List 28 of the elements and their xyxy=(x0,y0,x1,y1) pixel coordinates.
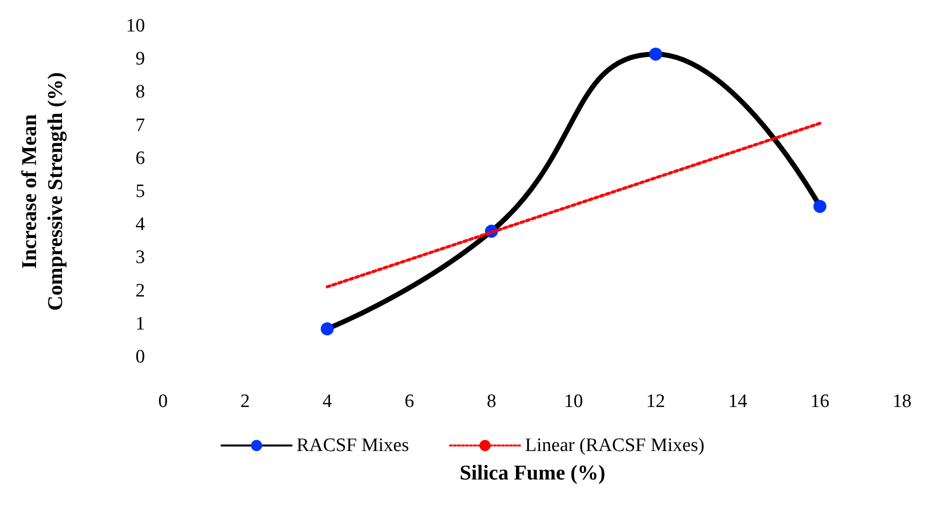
y-tick-label: 10 xyxy=(126,16,145,36)
y-tick-label: 6 xyxy=(136,148,145,169)
legend-label: RACSF Mixes xyxy=(296,435,410,456)
y-tick-label: 1 xyxy=(136,313,145,334)
x-tick-label: 12 xyxy=(646,391,666,412)
x-tick-label: 18 xyxy=(892,391,912,412)
x-tick-label: 4 xyxy=(322,391,332,412)
y-tick-label: 0 xyxy=(136,346,145,368)
legend-label: Linear (RACSF Mixes) xyxy=(525,435,704,456)
y-tick-label: 7 xyxy=(136,114,145,136)
y-tick-label: 3 xyxy=(136,247,145,268)
point xyxy=(320,322,334,336)
y-tick-label: 8 xyxy=(136,82,145,103)
x-tick-label: 2 xyxy=(240,391,250,412)
x-tick-label: 8 xyxy=(486,391,496,412)
y-tick-label: 4 xyxy=(136,214,146,236)
y-tick-label: 5 xyxy=(136,181,145,202)
x-tick-label: 14 xyxy=(728,391,748,412)
y-axis-title: Increase of Mean Compressive Strength (%) xyxy=(17,72,67,311)
x-tick-label: 6 xyxy=(404,391,414,412)
y-tick-label: 2 xyxy=(136,280,145,302)
x-tick-label: 0 xyxy=(158,391,168,412)
x-tick-label: 16 xyxy=(810,391,830,412)
point xyxy=(649,48,662,61)
y-tick-label: 9 xyxy=(136,48,145,70)
point xyxy=(813,200,826,213)
x-axis-title: Silica Fume (%) xyxy=(460,460,606,484)
x-tick-label: 10 xyxy=(564,391,584,412)
